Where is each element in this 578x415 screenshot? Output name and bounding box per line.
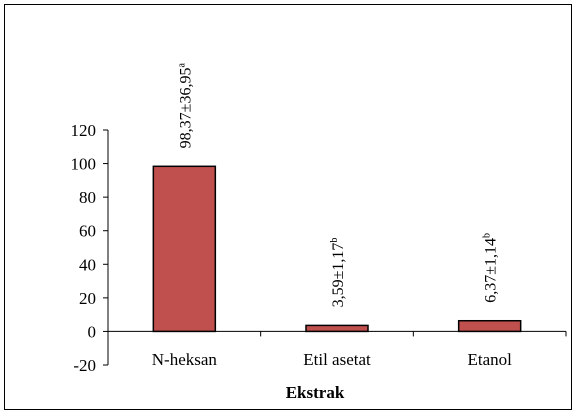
y-tick-label: 0: [88, 322, 97, 341]
x-category-label: N-heksan: [152, 350, 218, 369]
data-labels: 98,37±36,95a 3,59±1,17b 6,37±1,14b: [176, 63, 499, 308]
x-category-label: Etil asetat: [303, 350, 371, 369]
y-tick-label: 60: [79, 222, 96, 241]
bar-etil-asetat: [305, 324, 369, 333]
y-axis: -20 0 20 40 60 80 100 120: [71, 121, 109, 375]
data-label: 98,37±36,95a: [176, 63, 194, 149]
bar-n-heksan: [152, 165, 217, 333]
y-tick-label: 100: [71, 155, 97, 174]
bar-etanol: [457, 319, 522, 333]
data-label: 6,37±1,14b: [482, 233, 500, 303]
x-category-label: Etanol: [467, 350, 512, 369]
x-axis: N-heksan Etil asetat Etanol: [107, 330, 567, 369]
y-tick-label: 40: [79, 255, 96, 274]
y-tick-label: 20: [79, 289, 96, 308]
y-tick-label: 120: [71, 121, 97, 140]
y-tick-label: 80: [79, 188, 96, 207]
x-axis-title: Ekstrak: [286, 383, 345, 402]
y-tick-label: -20: [73, 356, 96, 375]
data-label: 3,59±1,17b: [329, 238, 347, 308]
chart-frame: [4, 4, 572, 410]
